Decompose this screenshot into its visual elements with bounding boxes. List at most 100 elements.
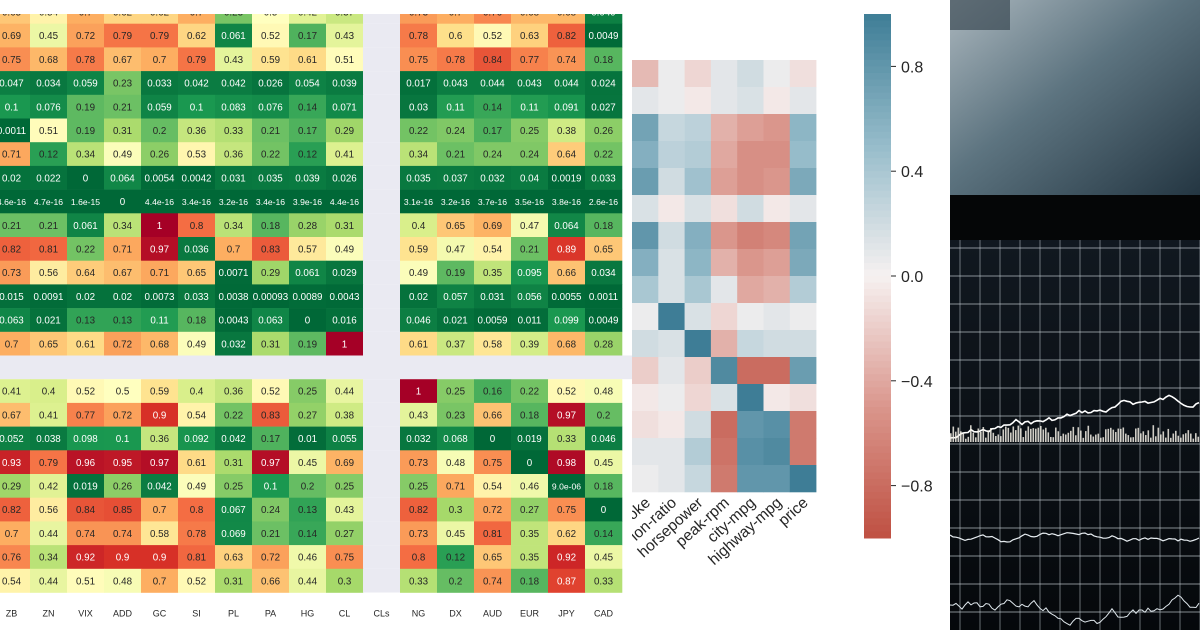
cell-value-label: 0.71 xyxy=(150,268,169,279)
cell-value-label: 0.52 xyxy=(76,387,95,398)
cell-value-label: 0.0054 xyxy=(145,173,176,184)
heatmap-cell xyxy=(400,426,438,451)
cell-value-label: 0.054 xyxy=(295,79,320,90)
heatmap-cell xyxy=(104,213,142,238)
cell-value-label: 0.22 xyxy=(76,244,95,255)
heatmap-cell xyxy=(252,521,290,546)
cell-value-label: 1 xyxy=(342,339,347,350)
heatmap-cell xyxy=(289,118,327,143)
auto-heatmap-cell xyxy=(763,357,791,385)
cell-value-label: 0.81 xyxy=(39,244,58,255)
cell-value-label: 0.35 xyxy=(520,529,540,540)
auto-heatmap-cell xyxy=(658,87,685,115)
volume-bar xyxy=(1140,433,1142,442)
cell-value-label: 0.19 xyxy=(76,126,95,137)
cell-value-label: 0.042 xyxy=(147,481,172,492)
cell-value-label: 0.2 xyxy=(449,576,463,587)
volume-bar xyxy=(1090,434,1092,442)
volume-bar xyxy=(995,436,997,442)
volume-bar xyxy=(1170,437,1172,442)
heatmap-cell xyxy=(178,402,216,427)
cell-value-label: 0.93 xyxy=(2,458,22,469)
separator-column-cell xyxy=(363,165,400,190)
volume-bar xyxy=(1180,437,1182,442)
auto-heatmap-cell xyxy=(763,438,791,466)
cell-value-label: 0.021 xyxy=(443,316,468,327)
cell-value-label: 3.8e-16 xyxy=(552,197,581,207)
auto-heatmap-cell xyxy=(763,303,791,331)
heatmap-cell xyxy=(178,331,216,356)
auto-heatmap-cell xyxy=(658,168,685,196)
heatmap-cell xyxy=(104,71,142,96)
monitor-bezel xyxy=(950,195,1200,240)
cell-value-label: 0.12 xyxy=(39,150,58,161)
heatmap-cell xyxy=(289,497,327,522)
separator-column-cell xyxy=(363,94,400,119)
heatmap-cell xyxy=(252,47,290,72)
auto-heatmap-cell xyxy=(684,276,712,304)
auto-heatmap-cell xyxy=(632,222,659,250)
heatmap-cell xyxy=(289,568,327,593)
cell-value-label: 0.78 xyxy=(76,55,96,66)
cell-value-label: 0.056 xyxy=(517,292,542,303)
heatmap-cell xyxy=(215,94,253,119)
colorbar-segment xyxy=(864,518,891,526)
heatmap-cell xyxy=(400,402,438,427)
volume-bar xyxy=(1017,425,1020,442)
cell-value-label: 0.52 xyxy=(187,576,206,587)
heatmap-cell xyxy=(585,118,623,143)
cell-value-label: 0.18 xyxy=(261,221,281,232)
separator-column-cell xyxy=(363,568,400,593)
heatmap-cell xyxy=(400,521,438,546)
cell-value-label: 0.66 xyxy=(261,576,281,587)
colorbar-segment xyxy=(864,426,891,434)
cell-value-label: 0.27 xyxy=(335,529,354,540)
volume-bar xyxy=(1177,435,1180,442)
volume-bar xyxy=(1010,432,1012,442)
heatmap-cell xyxy=(141,71,179,96)
heatmap-cell xyxy=(0,497,31,522)
cell-value-label: 4.7e-16 xyxy=(34,197,63,207)
cell-value-label: 0.22 xyxy=(261,150,280,161)
separator-column-cell xyxy=(363,284,400,309)
heatmap-cell xyxy=(548,402,586,427)
colorbar-segment xyxy=(864,334,891,342)
volume-bar xyxy=(1130,437,1132,442)
heatmap-cell xyxy=(30,142,68,167)
heatmap-cell xyxy=(437,165,475,190)
auto-heatmap-cell xyxy=(710,195,738,223)
auto-heatmap-cell xyxy=(632,195,659,223)
cell-value-label: 0.18 xyxy=(187,316,207,327)
cell-value-label: 0.095 xyxy=(517,268,542,279)
heatmap-cell xyxy=(0,331,31,356)
cell-value-label: 0.98 xyxy=(557,458,577,469)
heatmap-cell xyxy=(437,308,475,333)
heatmap-cell xyxy=(474,450,512,475)
auto-heatmap-cell xyxy=(684,249,712,277)
cell-value-label: 0.14 xyxy=(594,529,614,540)
heatmap-cell xyxy=(437,237,475,261)
heatmap-cell xyxy=(400,189,438,214)
cell-value-label: 0.034 xyxy=(591,268,616,279)
cell-value-label: 3.1e-16 xyxy=(404,197,433,207)
heatmap-cell xyxy=(474,379,512,404)
auto-heatmap-cell xyxy=(763,168,791,196)
auto-heatmap-cell xyxy=(737,87,764,115)
cell-value-label: 4.4e-16 xyxy=(145,197,174,207)
volume-bar xyxy=(972,432,975,442)
cell-value-label: 0.00093 xyxy=(253,292,289,303)
auto-heatmap-cell xyxy=(789,141,817,169)
cell-value-label: 0.2 xyxy=(153,126,167,137)
auto-heatmap-cell xyxy=(710,60,738,88)
cell-value-label: 0.69 xyxy=(483,221,502,232)
cell-value-label: 0.59 xyxy=(150,387,169,398)
auto-heatmap-cell xyxy=(789,357,817,385)
heatmap-cell xyxy=(178,545,216,570)
heatmap-cell xyxy=(437,213,475,238)
cell-value-label: 0.034 xyxy=(36,79,61,90)
cell-value-label: 0.64 xyxy=(557,150,577,161)
heatmap-cell xyxy=(474,47,512,72)
heatmap-cell xyxy=(215,545,253,570)
heatmap-cell xyxy=(585,521,623,546)
auto-heatmap-cell xyxy=(658,438,685,466)
